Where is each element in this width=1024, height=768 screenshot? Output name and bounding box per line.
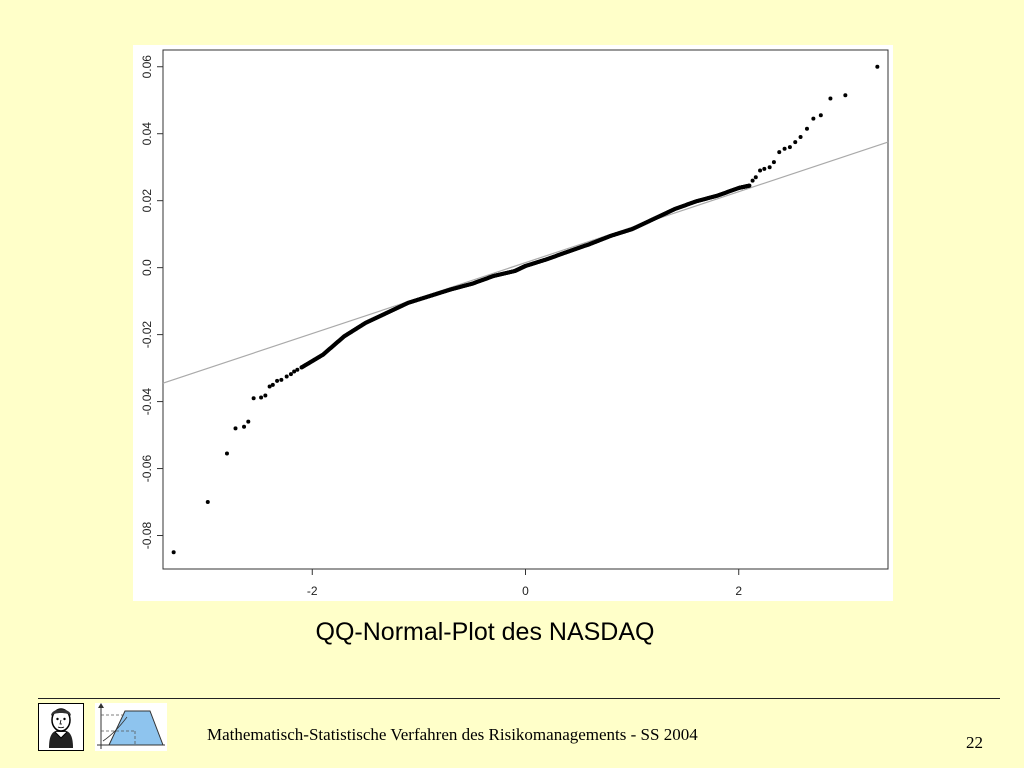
data-point <box>767 165 772 170</box>
footer-divider <box>38 698 1000 699</box>
y-axis: -0.08 -0.06 -0.04 -0.02 0.0 0.02 0.04 0.06 <box>140 55 163 549</box>
data-point <box>804 126 809 131</box>
data-point <box>224 451 229 456</box>
data-point <box>828 96 833 101</box>
data-point <box>771 160 776 165</box>
data-point <box>787 145 792 150</box>
data-point <box>267 384 272 389</box>
data-point <box>270 382 275 387</box>
footer-text: Mathematisch-Statistische Verfahren des … <box>207 725 698 744</box>
data-point <box>295 367 300 372</box>
data-point <box>843 93 848 98</box>
data-point <box>233 426 238 431</box>
x-axis: -2 0 2 <box>307 569 742 598</box>
data-point <box>875 64 880 69</box>
y-tick-label: -0.02 <box>140 321 154 349</box>
y-tick-label: -0.08 <box>140 522 154 550</box>
y-tick-label: 0.04 <box>140 122 154 146</box>
data-point <box>171 550 176 555</box>
data-point <box>251 396 256 401</box>
y-tick-label: -0.04 <box>140 388 154 416</box>
data-point <box>793 140 798 145</box>
x-tick-label: 2 <box>735 584 742 598</box>
data-point <box>259 395 264 400</box>
points-group <box>171 64 880 555</box>
qq-plot: -2 0 2 -0.08 -0.06 -0.04 -0.02 0.0 0.02 0.04 0.06 <box>140 49 889 598</box>
portrait-logo-icon <box>38 703 84 751</box>
x-tick-label: 0 <box>522 584 529 598</box>
y-tick-label: -0.06 <box>140 455 154 483</box>
data-point <box>747 183 752 188</box>
data-point <box>292 369 297 374</box>
y-tick-label: 0.02 <box>140 189 154 213</box>
y-tick-label: 0.06 <box>140 55 154 79</box>
data-point <box>798 135 803 140</box>
data-point <box>758 168 763 173</box>
data-point <box>288 372 293 377</box>
data-point <box>284 374 289 379</box>
data-point <box>205 500 210 505</box>
data-point <box>782 146 787 151</box>
data-point <box>811 116 816 121</box>
data-point <box>750 178 755 183</box>
plot-frame <box>162 49 889 570</box>
x-tick-label: -2 <box>307 584 318 598</box>
data-point <box>242 424 247 429</box>
distribution-logo-icon <box>95 703 167 751</box>
data-point <box>275 378 280 383</box>
data-point <box>818 113 823 118</box>
data-point <box>263 393 268 398</box>
data-point <box>777 150 782 155</box>
chart-panel: -2 0 2 -0.08 -0.06 -0.04 -0.02 0.0 0.02 0.04 0.06 <box>133 45 893 601</box>
page-number: 22 <box>966 733 983 752</box>
data-point <box>753 175 758 180</box>
reference-line <box>162 141 889 384</box>
data-point <box>762 166 767 171</box>
data-point <box>279 377 284 382</box>
data-point <box>246 419 251 424</box>
y-tick-label: 0.0 <box>140 259 154 276</box>
slide-caption: QQ-Normal-Plot des NASDAQ <box>315 618 655 646</box>
reference-line-group <box>162 141 889 384</box>
